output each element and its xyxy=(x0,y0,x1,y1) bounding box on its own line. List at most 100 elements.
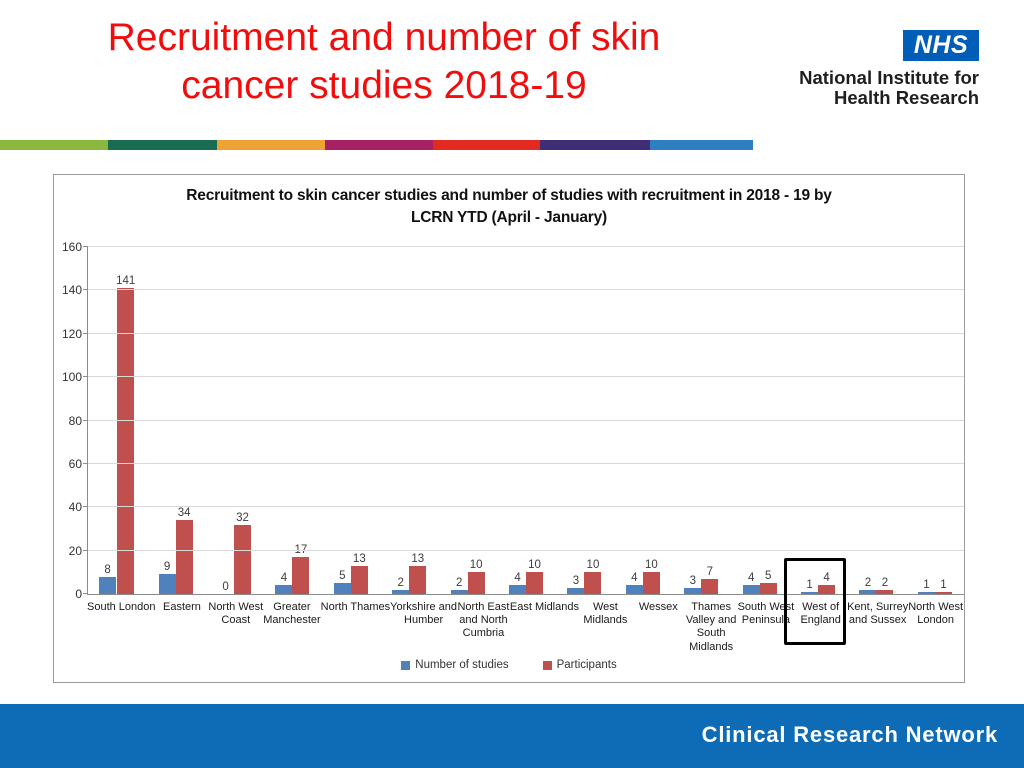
bar-group: 5 xyxy=(759,247,777,594)
tick-mark-100 xyxy=(83,376,88,378)
y-tick-label-160: 160 xyxy=(61,240,82,254)
bar-value-label: 7 xyxy=(706,565,713,578)
bar-participants xyxy=(759,583,777,594)
gridline-40 xyxy=(88,506,964,508)
bar-group: 8 xyxy=(99,247,117,594)
bar-group: 34 xyxy=(175,247,193,594)
bar-columns: 8141934032417513213210410310410374514221… xyxy=(88,247,964,594)
tick-mark-80 xyxy=(83,419,88,421)
bar-group: 10 xyxy=(642,247,660,594)
x-axis-label: Kent, Surrey and Sussex xyxy=(847,601,909,627)
org-name-line1: National Institute for xyxy=(799,67,979,88)
bar-number-of-studies xyxy=(742,585,760,594)
x-axis-labels: South London Eastern North West Coast Greate… xyxy=(87,601,963,654)
bar-value-label: 4 xyxy=(747,572,755,585)
bar-number-of-studies xyxy=(450,589,468,594)
x-axis-label: Yorkshire and Humber xyxy=(390,601,458,627)
plot-area: 8141934032417513213210410310410374514221… xyxy=(62,240,964,601)
bar-participants xyxy=(701,578,719,594)
x-axis-label: West of England xyxy=(800,601,841,627)
bar-group: 2 xyxy=(450,247,468,594)
gridline-60 xyxy=(88,462,964,464)
category-column: 4 17 xyxy=(263,247,321,594)
bar-participants xyxy=(234,524,252,594)
bar-number-of-studies xyxy=(859,589,877,594)
legend-item-participants: Participants xyxy=(542,659,617,671)
bar-group: 1 xyxy=(801,247,819,594)
bar-group: 1 xyxy=(934,247,952,594)
x-axis-label: South London xyxy=(87,601,156,613)
bar-value-label: 5 xyxy=(764,570,772,583)
chart-container: Recruitment to skin cancer studies and n… xyxy=(53,174,965,683)
bar-group: 10 xyxy=(584,247,602,594)
y-tick-label-60: 60 xyxy=(68,456,82,471)
gridline-160 xyxy=(88,246,964,247)
x-axis-label: Eastern xyxy=(162,601,201,613)
bar-number-of-studies xyxy=(158,574,176,594)
bar-value-label: 1 xyxy=(940,578,947,591)
bar-value-label: 1 xyxy=(923,578,930,591)
bar-number-of-studies xyxy=(99,576,117,594)
bar-group: 10 xyxy=(467,247,485,594)
bar-group: 2 xyxy=(859,247,877,594)
bar-value-label: 10 xyxy=(644,559,658,572)
tick-mark-140 xyxy=(83,289,88,291)
category-column: 9 34 xyxy=(146,247,204,594)
chart-title: Recruitment to skin cancer studies and n… xyxy=(54,185,964,230)
tick-mark-0 xyxy=(83,593,88,594)
bar-participants xyxy=(409,565,427,594)
bar-number-of-studies xyxy=(392,589,410,594)
divider-stripe xyxy=(0,140,753,150)
tick-mark-40 xyxy=(83,506,88,508)
category-column: 4 10 xyxy=(497,247,555,594)
bar-group: 13 xyxy=(409,247,427,594)
y-tick-label-80: 80 xyxy=(68,413,82,428)
slide-title: Recruitment and number of skin cancer st… xyxy=(28,14,740,109)
bar-number-of-studies xyxy=(917,591,935,594)
tick-mark-20 xyxy=(83,549,88,551)
org-name-line2: Health Research xyxy=(834,87,979,108)
bar-participants xyxy=(818,585,836,594)
y-tick-label-0: 0 xyxy=(75,587,82,601)
x-axis-label: West Midlands xyxy=(583,601,628,627)
bar-group: 0 xyxy=(217,247,234,594)
bar-number-of-studies xyxy=(684,587,702,594)
bar-value-label: 4 xyxy=(280,572,288,585)
y-tick-label-20: 20 xyxy=(68,543,82,558)
tick-mark-160 xyxy=(83,246,88,247)
bar-group: 3 xyxy=(567,247,585,594)
slide-title-line1: Recruitment and number of skin xyxy=(107,16,661,59)
bar-value-label: 10 xyxy=(586,559,600,572)
bar-value-label: 13 xyxy=(352,552,366,565)
y-tick-label-120: 120 xyxy=(61,326,82,341)
x-axis-label: South West Peninsula xyxy=(737,601,795,627)
bar-value-label: 3 xyxy=(689,574,696,587)
bar-participants xyxy=(526,572,544,594)
legend-swatch-icon xyxy=(542,660,552,670)
bar-group: 32 xyxy=(234,247,252,594)
bar-participants xyxy=(584,572,602,594)
bar-group: 5 xyxy=(333,247,351,594)
nhs-logo-text: NHS xyxy=(913,31,969,59)
bar-participants xyxy=(117,288,135,594)
bar-group: 4 xyxy=(742,247,760,594)
bar-group: 9 xyxy=(158,247,176,594)
y-tick-label-40: 40 xyxy=(68,500,82,515)
gridline-140 xyxy=(88,289,964,291)
tick-mark-60 xyxy=(83,462,88,464)
y-tick-label-140: 140 xyxy=(61,283,82,298)
gridline-120 xyxy=(88,332,964,334)
bar-value-label: 3 xyxy=(572,574,580,587)
bar-value-label: 0 xyxy=(222,581,229,593)
chart-title-line1: Recruitment to skin cancer studies and n… xyxy=(186,187,832,204)
stripe-segment-orange xyxy=(217,140,325,150)
footer-label: Clinical Research Network xyxy=(701,722,998,747)
bar-group: 17 xyxy=(292,247,310,594)
gridline-100 xyxy=(88,376,964,378)
bar-group: 4 xyxy=(818,247,836,594)
gridline-80 xyxy=(88,419,964,421)
